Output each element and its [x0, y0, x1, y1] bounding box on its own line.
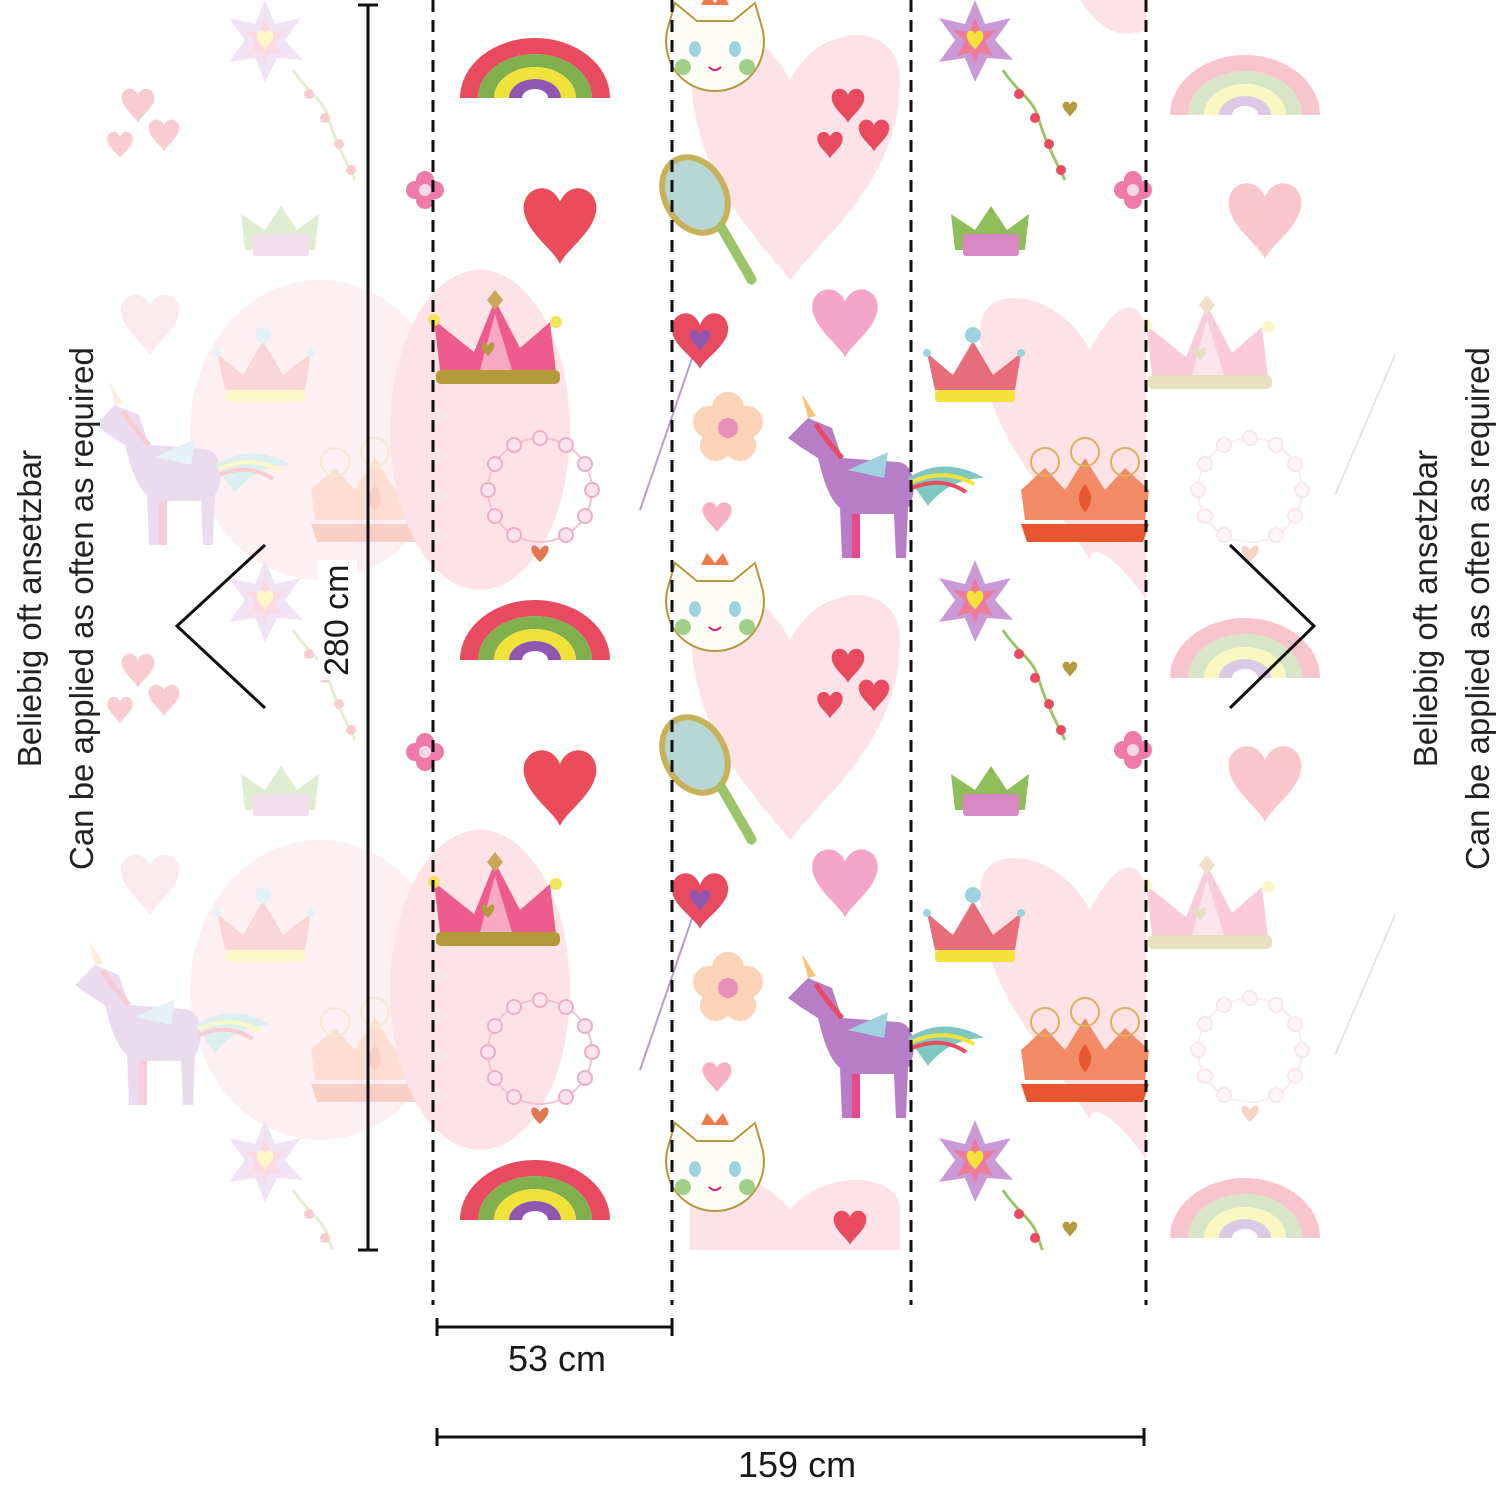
- right-repeat-faded: [1140, 55, 1396, 1238]
- height-dimension-line: [358, 3, 378, 1252]
- panel-width-label: 53 cm: [508, 1338, 607, 1379]
- panel-3: [923, 0, 1152, 1302]
- panel-width-dimension-line: [435, 1318, 674, 1336]
- panel-1: [390, 38, 610, 1220]
- repeat-note-right: Beliebig oft ansetzbar Can be applied as…: [1400, 347, 1500, 870]
- panel-2: [639, 0, 984, 1250]
- repeat-note-de: Beliebig oft ansetzbar: [1407, 449, 1444, 768]
- repeat-note-left: Beliebig oft ansetzbar Can be applied as…: [4, 347, 108, 870]
- left-repeat-faded: [75, 0, 450, 1302]
- total-width-label: 159 cm: [738, 1444, 857, 1485]
- repeat-note-en: Can be applied as often as required: [63, 347, 100, 870]
- repeat-note-en: Can be applied as often as required: [1459, 347, 1496, 870]
- panel-seams: [431, 0, 1148, 1305]
- height-label: 280 cm: [318, 560, 357, 680]
- chevron-left-icon: [174, 543, 267, 710]
- repeat-note-de: Beliebig oft ansetzbar: [11, 449, 48, 768]
- chevron-right-icon: [1228, 543, 1317, 710]
- total-width-dimension-line: [435, 1428, 1146, 1446]
